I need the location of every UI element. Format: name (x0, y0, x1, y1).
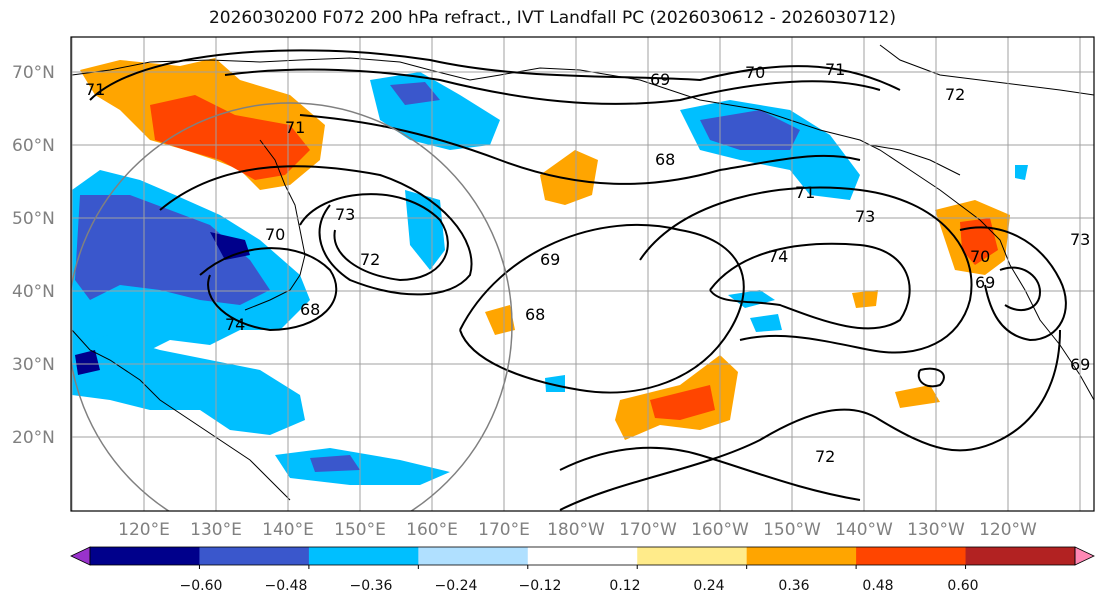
contour-label-73-far-east: 73 (1070, 230, 1090, 249)
positive-anomaly-region (852, 290, 878, 308)
contour-label-71-west: 71 (285, 118, 305, 137)
contour-label-69-far-east: 69 (1070, 355, 1090, 374)
lon-label: 170°E (478, 520, 530, 540)
longitude-labels: 120°E 130°E 140°E 150°E 160°E 170°E 180°… (118, 520, 1037, 540)
anomaly-fills (72, 58, 1028, 485)
lon-label: 160°W (691, 520, 749, 540)
positive-anomaly-region (540, 150, 598, 205)
strong-positive-region (960, 218, 998, 265)
contour-label-70-east: 70 (970, 247, 990, 266)
lon-label: 170°W (619, 520, 677, 540)
colorbar-extend-max (1074, 546, 1095, 566)
colorbar-segment (856, 547, 967, 565)
colorbar-segment (418, 547, 529, 565)
lon-label: 150°E (334, 520, 386, 540)
colorbar-tick-label: 0.60 (947, 578, 978, 594)
contour-label-73-east: 73 (855, 207, 875, 226)
lon-label: 150°W (763, 520, 821, 540)
negative-anomaly-region (750, 314, 782, 332)
positive-anomaly-region (895, 385, 940, 408)
contour-label-68-west: 68 (300, 300, 320, 319)
contour-value-labels: 69 70 71 72 73 74 71 68 69 68 71 73 74 7… (85, 60, 1090, 466)
strong-negative-region (75, 350, 100, 375)
lon-label: 160°E (406, 520, 458, 540)
colorbar-segment (527, 547, 638, 565)
contour-label-68-mid: 68 (525, 305, 545, 324)
graticule (71, 37, 1094, 511)
lat-label: 70°N (12, 63, 55, 83)
lon-label: 140°E (262, 520, 314, 540)
colorbar-ticks: −0.60 −0.48 −0.36 −0.24 −0.12 0.12 0.24 … (180, 578, 979, 594)
colorbar-extend-min (70, 546, 91, 566)
positive-anomaly-region (485, 305, 515, 335)
map-frame (70, 36, 1095, 512)
lon-label: 130°W (907, 520, 965, 540)
negative-anomaly-region (72, 335, 305, 435)
colorbar-tick-label: −0.60 (180, 578, 223, 594)
contour-label-69: 69 (650, 70, 670, 89)
colorbar-tick-label: −0.12 (519, 578, 562, 594)
contour-label-69-mid: 69 (540, 250, 560, 269)
colorbar (70, 546, 1095, 569)
colorbar-tick-label: −0.48 (265, 578, 308, 594)
refractivity-contours (89, 49, 1067, 511)
colorbar-tick-label: −0.24 (435, 578, 478, 594)
colorbar-segment (308, 547, 419, 565)
strong-negative-region (75, 195, 270, 305)
lon-label: 130°E (190, 520, 242, 540)
lat-label: 40°N (12, 282, 55, 302)
lat-label: 30°N (12, 355, 55, 375)
lat-label: 20°N (12, 428, 55, 448)
contour-label-72-south: 72 (815, 447, 835, 466)
negative-anomaly-region (405, 190, 445, 270)
lon-label: 120°W (979, 520, 1037, 540)
colorbar-segment (637, 547, 748, 565)
lat-label: 60°N (12, 136, 55, 156)
colorbar-tick-label: 0.12 (609, 578, 640, 594)
contour-label-68: 68 (655, 150, 675, 169)
contour-label-71-far-west: 71 (85, 80, 105, 99)
contour-label-70-west: 70 (265, 225, 285, 244)
colorbar-tick-label: 0.24 (693, 578, 724, 594)
colorbar-frame (89, 546, 1076, 566)
negative-anomaly-region (275, 448, 450, 485)
distance-ring (71, 102, 513, 511)
contour-label-74-west: 74 (225, 315, 245, 334)
colorbar-segment (746, 547, 857, 565)
colorbar-tick-label: −0.36 (350, 578, 393, 594)
colorbar-tick-label: 0.36 (778, 578, 809, 594)
colorbar-segment (90, 547, 200, 565)
negative-anomaly-region (728, 290, 775, 308)
lon-label: 140°W (835, 520, 893, 540)
colorbar-tick-label: 0.48 (862, 578, 893, 594)
strong-positive-region (150, 95, 310, 180)
coastlines (71, 44, 1094, 501)
contour-label-72-west: 72 (360, 250, 380, 269)
contour-label-69-east: 69 (975, 273, 995, 292)
latitude-labels: 70°N 60°N 50°N 40°N 30°N 20°N (12, 63, 55, 448)
strong-negative-region (700, 110, 800, 150)
map-title: 2026030200 F072 200 hPa refract., IVT La… (208, 8, 896, 28)
lon-label: 180°W (547, 520, 605, 540)
negative-anomaly-region (545, 375, 565, 392)
negative-anomaly-region (1015, 165, 1028, 180)
contour-label-73: 73 (335, 205, 355, 224)
contour-label-71: 71 (825, 60, 845, 79)
colorbar-segment (965, 547, 1076, 565)
strong-negative-region (310, 455, 360, 472)
contour-label-74: 74 (768, 247, 788, 266)
lon-label: 120°E (118, 520, 170, 540)
strong-negative-region (390, 82, 440, 105)
contour-label-71-east: 71 (795, 183, 815, 202)
lat-label: 50°N (12, 209, 55, 229)
colorbar-segment (199, 547, 310, 565)
contour-label-70: 70 (745, 63, 765, 82)
strong-positive-region (650, 385, 715, 420)
contour-label-72: 72 (945, 85, 965, 104)
